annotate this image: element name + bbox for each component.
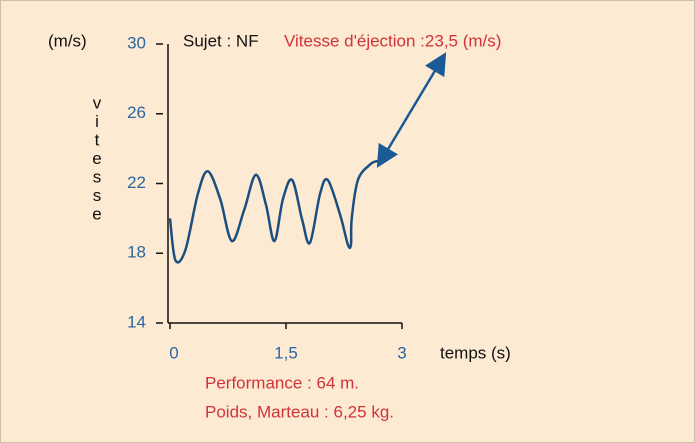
subject: Sujet : NF [183, 31, 259, 50]
x-tick-label: 3 [397, 343, 406, 362]
y-tick-label: 26 [127, 103, 146, 122]
line [168, 159, 379, 264]
x-tick-label: 0 [169, 343, 178, 362]
arrow [376, 52, 447, 168]
y-axis-label-letter: e [92, 149, 101, 168]
x-axis-label: temps (s) [440, 343, 511, 362]
y-tick-label: 14 [127, 312, 146, 331]
note: Poids, Marteau : 6,25 kg. [205, 402, 394, 421]
y-axis-label-letter: s [93, 167, 102, 186]
y-axis-label-letter: v [93, 93, 102, 112]
y-unit: (m/s) [48, 31, 87, 50]
y-axis-label-letter: e [92, 204, 101, 223]
y-tick-label: 30 [127, 33, 146, 52]
y-tick-label: 18 [127, 243, 146, 262]
x-tick-label: 1,5 [274, 343, 298, 362]
annotation: Vitesse d'éjection :23,5 (m/s) [284, 31, 501, 50]
y-tick-label: 22 [127, 173, 146, 192]
note: Performance : 64 m. [205, 373, 359, 392]
y-axis-label-letter: t [95, 130, 100, 149]
y-axis-label-letter: i [95, 112, 99, 131]
y-axis-label-letter: s [93, 186, 102, 205]
